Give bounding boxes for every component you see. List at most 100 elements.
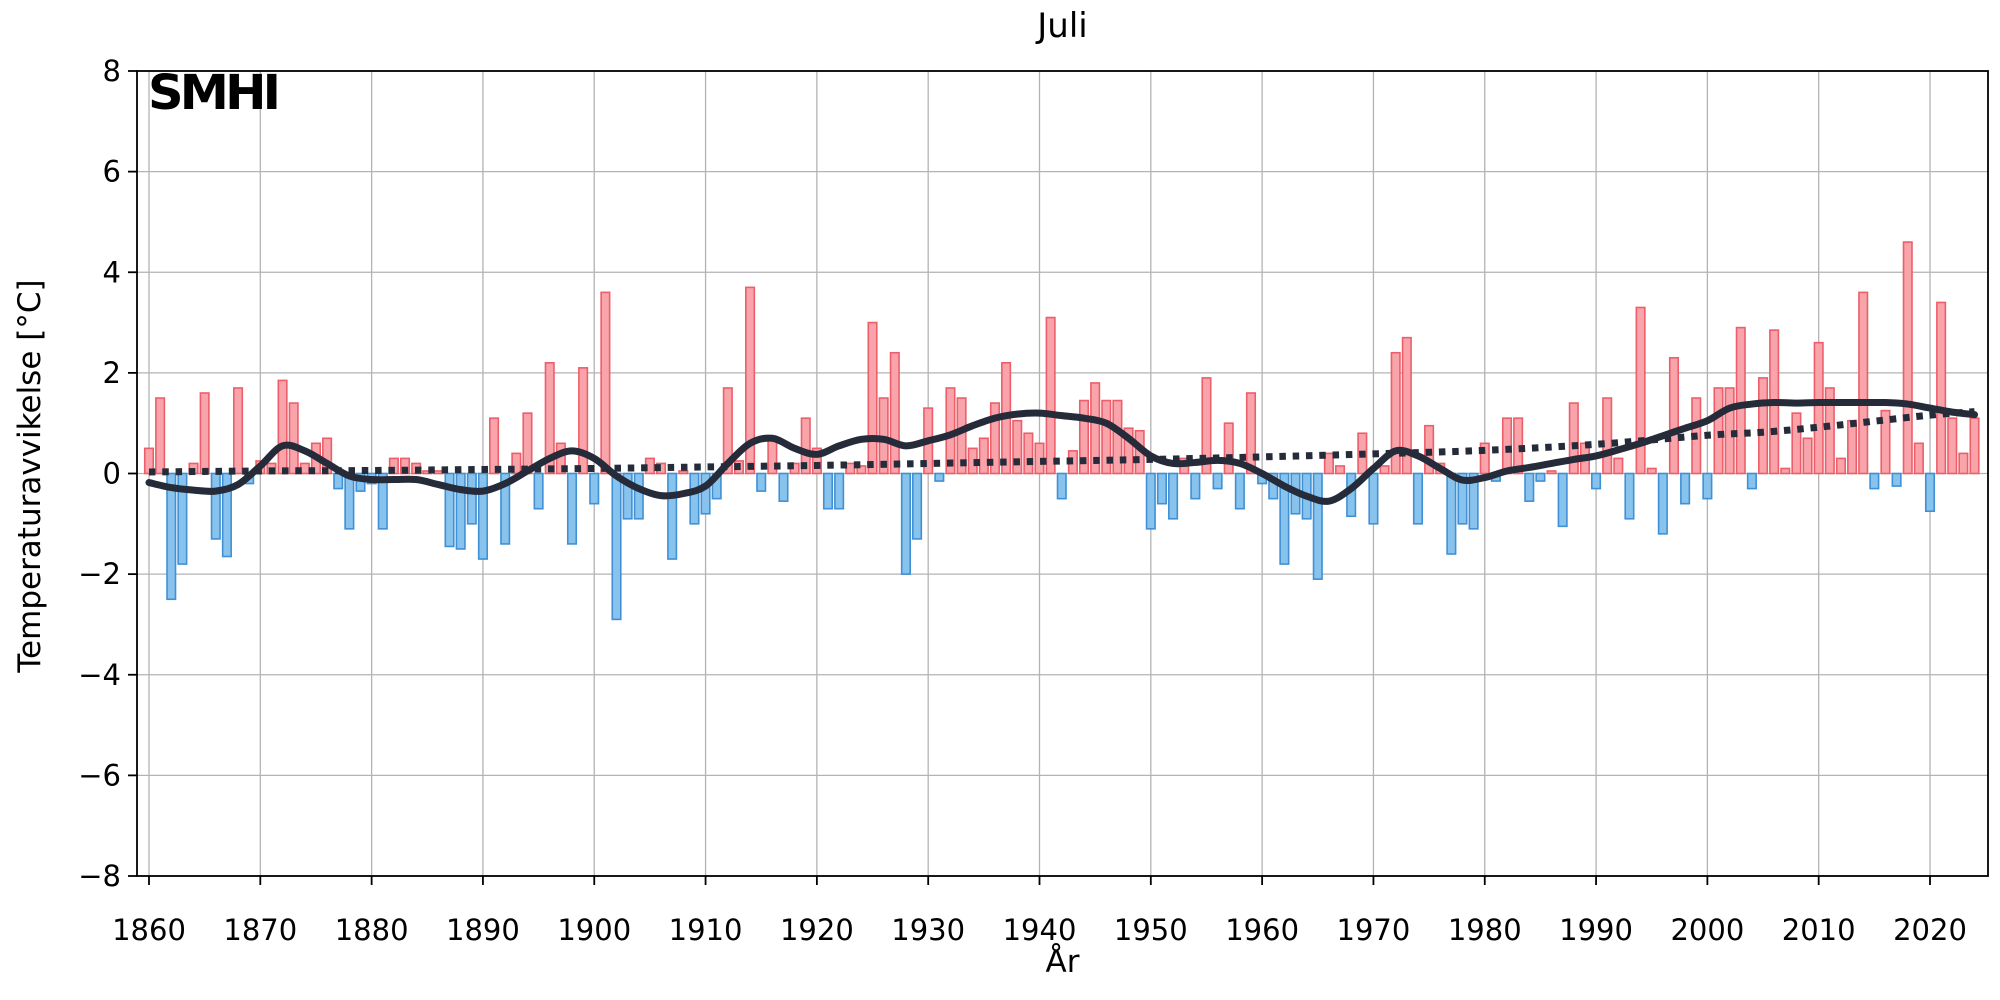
bar-1862 (166, 472, 177, 601)
bar-1952 (1168, 472, 1179, 520)
bar-1959 (1245, 392, 1257, 475)
bar-1860 (143, 447, 155, 475)
bar-1965 (1312, 472, 1323, 580)
bar-2024 (1969, 417, 1980, 475)
bar-1929 (912, 472, 923, 540)
x-tick-label: 1880 (335, 913, 409, 947)
bar-2015 (1869, 472, 1880, 490)
bar-1939 (1023, 432, 1034, 475)
bar-1895 (533, 472, 544, 510)
bar-1987 (1557, 472, 1568, 528)
bar-1941 (1045, 316, 1056, 475)
bar-2016 (1880, 409, 1891, 475)
bar-2014 (1858, 291, 1869, 475)
bar-1948 (1123, 427, 1134, 475)
bar-1909 (689, 472, 700, 525)
x-tick-label: 1900 (557, 913, 631, 947)
bar-1901 (600, 291, 611, 475)
bar-1950 (1145, 472, 1156, 530)
bar-1925 (867, 321, 878, 475)
bar-1931 (934, 472, 945, 482)
x-tick-label: 2000 (1670, 913, 1744, 947)
bar-1872 (277, 379, 288, 475)
x-tick-label: 2020 (1893, 913, 1967, 947)
x-tick-label: 1860 (112, 913, 186, 947)
bar-1980 (1479, 442, 1490, 475)
bar-2018 (1902, 241, 1913, 475)
bar-1985 (1535, 472, 1546, 482)
bar-1902 (611, 472, 622, 621)
x-tick-label: 1960 (1225, 913, 1299, 947)
bar-2000 (1702, 472, 1713, 500)
bar-1978 (1457, 472, 1468, 525)
y-tick-label: 4 (103, 255, 121, 289)
bar-1888 (455, 472, 466, 550)
x-tick-label: 1910 (669, 913, 743, 947)
x-tick-label: 1870 (223, 913, 297, 947)
bar-1967 (1334, 465, 1346, 475)
bar-1954 (1190, 472, 1201, 500)
bar-1898 (566, 472, 578, 545)
bar-1994 (1635, 306, 1646, 475)
y-tick-label: −8 (78, 859, 121, 893)
bar-1971 (1379, 465, 1390, 475)
bar-1920 (811, 447, 822, 475)
bar-1927 (889, 351, 900, 475)
bar-2019 (1913, 442, 1924, 475)
bar-1887 (444, 472, 455, 548)
bar-2020 (1924, 472, 1936, 513)
bar-2012 (1835, 457, 1846, 475)
bar-1921 (822, 472, 834, 510)
smhi-logo: SMHI (148, 66, 281, 122)
bar-1988 (1568, 402, 1579, 475)
bar-1957 (1223, 422, 1234, 475)
bar-1915 (756, 472, 767, 492)
bar-1863 (177, 472, 188, 565)
bar-1892 (500, 472, 511, 545)
bar-2004 (1746, 472, 1757, 490)
bar-1956 (1212, 472, 1223, 490)
bar-1861 (155, 397, 166, 475)
x-tick-label: 2010 (1782, 913, 1856, 947)
bar-1912 (722, 387, 733, 475)
bar-1865 (199, 392, 210, 475)
bar-1973 (1401, 336, 1412, 475)
bar-1889 (466, 472, 477, 525)
x-tick-label: 1930 (891, 913, 965, 947)
bar-2003 (1735, 326, 1746, 475)
bar-2008 (1791, 412, 1802, 475)
bar-1942 (1056, 472, 1067, 500)
bar-1894 (522, 412, 533, 475)
bar-1935 (978, 437, 989, 475)
y-tick-label: 0 (103, 457, 121, 491)
bar-2010 (1813, 341, 1824, 475)
x-tick-label: 1940 (1003, 913, 1077, 947)
x-axis-label: År (1045, 944, 1080, 980)
bar-1998 (1680, 472, 1691, 505)
bar-2023 (1958, 452, 1969, 475)
bar-1903 (622, 472, 633, 520)
x-tick-label: 1970 (1337, 913, 1411, 947)
y-tick-label: −2 (78, 557, 121, 591)
bar-2013 (1847, 419, 1858, 475)
x-tick-label: 1990 (1559, 913, 1633, 947)
bar-1992 (1613, 457, 1624, 475)
bar-1944 (1078, 399, 1090, 475)
bar-2021 (1936, 301, 1947, 475)
bar-1995 (1646, 467, 1657, 475)
bar-1867 (221, 472, 232, 558)
bar-1923 (845, 462, 856, 475)
y-axis-label: Temperaturavvikelse [°C] (12, 279, 48, 673)
bar-1899 (578, 367, 589, 475)
bar-1904 (633, 472, 644, 520)
bar-1908 (678, 470, 689, 475)
bar-2022 (1947, 417, 1958, 475)
bar-1986 (1546, 470, 1557, 475)
x-tick-label: 1950 (1114, 913, 1188, 947)
x-tick-label: 1890 (446, 913, 520, 947)
bar-1958 (1234, 472, 1245, 510)
bar-1970 (1368, 472, 1379, 525)
bar-1966 (1323, 452, 1334, 475)
bar-1972 (1390, 351, 1401, 475)
